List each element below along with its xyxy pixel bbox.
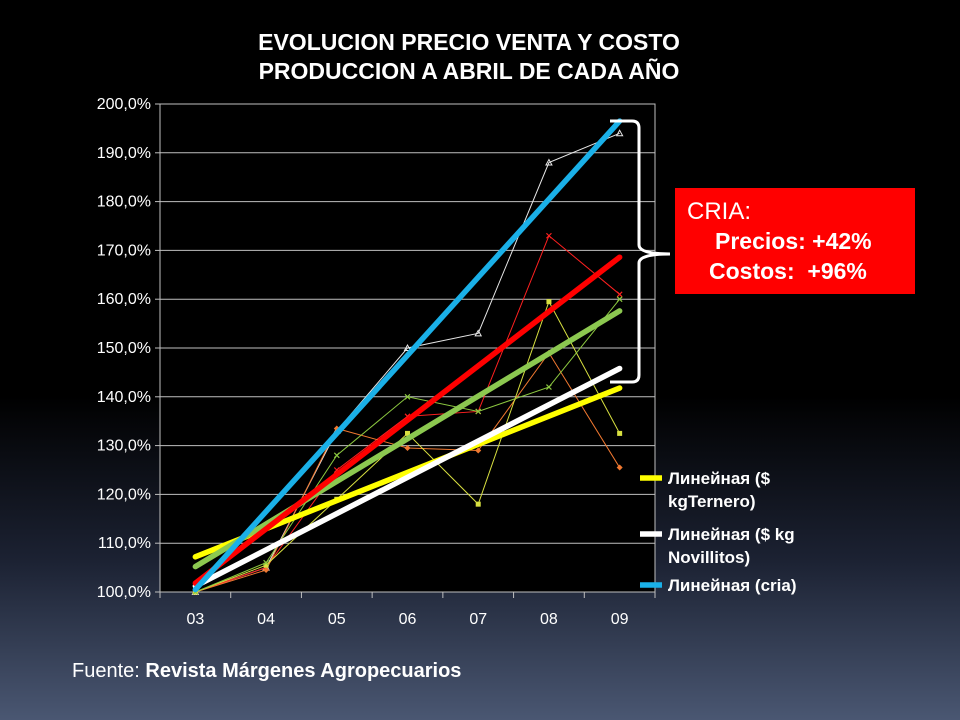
x-tick-label: 07 <box>469 611 487 628</box>
trend-line-4 <box>192 118 623 593</box>
x-tick-label: 08 <box>540 611 558 628</box>
legend-label-1: Novillitos) <box>668 548 750 567</box>
legend-label-1: Линейная ($ kg <box>668 525 795 544</box>
data-point <box>405 430 410 436</box>
y-tick-label: 190,0% <box>97 145 151 162</box>
y-tick-label: 120,0% <box>97 486 151 503</box>
data-point <box>616 296 623 303</box>
data-point <box>616 291 623 298</box>
legend-label-0: kgTernero) <box>668 492 756 511</box>
x-tick-label: 06 <box>399 611 417 628</box>
data-point <box>475 501 481 507</box>
data-point <box>403 343 412 351</box>
legend-label-0: Линейная ($ <box>668 469 771 488</box>
data-point <box>546 232 552 239</box>
data-point <box>263 562 269 568</box>
callout-costos: Costos: +96% <box>709 258 867 284</box>
data-point <box>546 384 552 390</box>
x-tick-label: 04 <box>257 611 275 628</box>
y-tick-label: 180,0% <box>97 194 151 211</box>
x-tick-label: 09 <box>611 611 629 628</box>
y-tick-label: 200,0% <box>97 96 151 113</box>
y-tick-label: 170,0% <box>97 242 151 259</box>
trend-line-2 <box>192 308 623 570</box>
data-point <box>617 430 623 436</box>
y-tick-label: 110,0% <box>98 535 151 552</box>
chart-title-line-1: EVOLUCION PRECIO VENTA Y COSTO <box>258 29 680 55</box>
data-point <box>263 567 270 574</box>
x-tick-label: 03 <box>186 611 204 628</box>
y-tick-label: 100,0% <box>97 584 151 601</box>
data-point <box>475 447 482 454</box>
y-tick-label: 140,0% <box>97 389 151 406</box>
data-point <box>263 559 269 566</box>
source-note: Fuente: Revista Márgenes Agropecuarios <box>72 660 461 683</box>
cria-callout: CRIA: Precios: +42% Costos: +96% <box>675 188 915 294</box>
data-point <box>615 129 624 137</box>
chart-title-line-2: PRODUCCION A ABRIL DE CADA AÑO <box>259 57 680 84</box>
source-name: Revista Márgenes Agropecuarios <box>145 660 462 682</box>
data-point <box>474 329 483 337</box>
y-tick-label: 130,0% <box>97 438 151 455</box>
callout-heading: CRIA: <box>687 198 752 225</box>
callout-precios: Precios: +42% <box>715 228 872 254</box>
data-point <box>404 393 411 400</box>
legend-label-2: Линейная (cria) <box>668 576 797 595</box>
y-tick-label: 150,0% <box>97 340 151 357</box>
trend-line-1 <box>192 365 623 589</box>
data-point <box>475 408 482 415</box>
data-point <box>546 299 552 305</box>
data-point <box>333 452 340 459</box>
data-point <box>404 445 411 452</box>
y-tick-label: 160,0% <box>97 291 151 308</box>
data-point <box>616 464 623 471</box>
x-tick-label: 05 <box>328 611 346 628</box>
data-point <box>545 158 553 166</box>
cria-bracket <box>610 119 671 384</box>
trend-line-3 <box>192 254 623 586</box>
source-prefix: Fuente: <box>72 660 146 682</box>
